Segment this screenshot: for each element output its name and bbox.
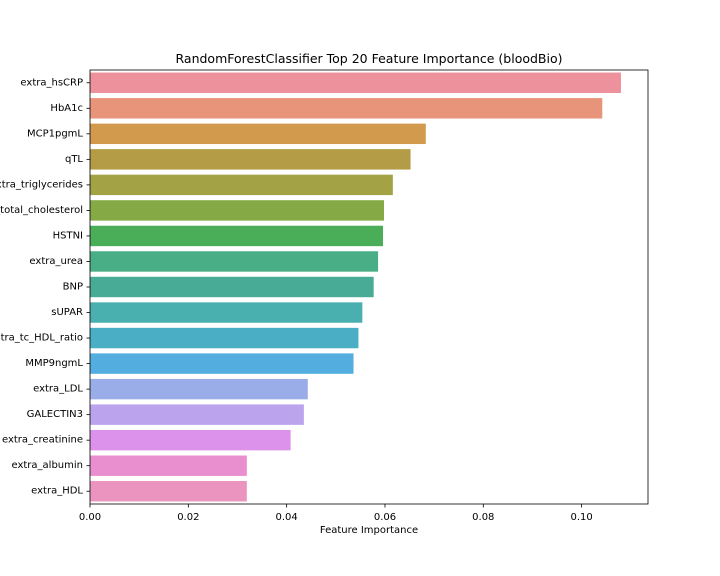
x-tick-label: 0.10 [570, 512, 592, 523]
bar-extra_HDL [90, 481, 247, 502]
bar-MCP1pgmL [90, 123, 426, 145]
x-axis-ticks: 0.00 0.02 0.04 0.06 0.08 0.10 [79, 504, 593, 523]
y-tick-label: MCP1pgmL [27, 128, 83, 139]
bar-extra_urea [90, 251, 379, 272]
y-tick-label: extra_total_cholesterol [0, 205, 83, 216]
x-tick-label: 0.08 [472, 512, 494, 523]
bar-MMP9ngmL [90, 353, 354, 374]
bars-group [90, 72, 621, 502]
bar-HbA1c [90, 98, 603, 119]
y-tick-label: extra_triglycerides [0, 179, 83, 190]
x-tick-label: 0.06 [374, 512, 396, 523]
bar-extra_hsCRP [90, 72, 621, 93]
bar-extra_LDL [90, 378, 308, 400]
bar-HSTNI [90, 225, 384, 247]
y-axis-ticks: extra_hsCRP HbA1c MCP1pgmL qTL extra_triglyc… [0, 77, 90, 497]
y-tick-label: sUPAR [51, 307, 83, 318]
y-tick-label: extra_HDL [31, 486, 83, 497]
y-tick-label: GALECTIN3 [27, 409, 83, 420]
y-tick-label: BNP [63, 282, 83, 293]
y-tick-label: qTL [65, 154, 83, 165]
bar-extra_triglycerides [90, 174, 393, 196]
y-tick-label: extra_LDL [33, 384, 83, 395]
y-tick-label: extra_tc_HDL_ratio [0, 333, 83, 344]
bar-qTL [90, 149, 411, 170]
y-tick-label: extra_urea [29, 256, 83, 267]
y-tick-label: extra_creatinine [2, 435, 83, 446]
x-tick-label: 0.04 [276, 512, 298, 523]
plot-frame [89, 69, 649, 505]
y-tick-label: HbA1c [50, 103, 83, 114]
bar-extra_tc_HDL_ratio [90, 327, 359, 349]
bar-GALECTIN3 [90, 404, 304, 425]
x-axis-label: Feature Importance [320, 525, 418, 536]
bar-BNP [90, 276, 374, 298]
y-tick-label: extra_hsCRP [20, 77, 83, 88]
y-tick-label: extra_albumin [11, 460, 83, 471]
chart-title: RandomForestClassifier Top 20 Feature Im… [176, 51, 563, 66]
x-tick-label: 0.00 [79, 512, 101, 523]
bar-sUPAR [90, 302, 363, 323]
y-tick-label: MMP9ngmL [25, 358, 83, 369]
y-tick-label: HSTNI [53, 230, 83, 241]
bar-extra_total_cholesterol [90, 200, 384, 221]
x-tick-label: 0.02 [177, 512, 199, 523]
bar-extra_creatinine [90, 429, 291, 451]
bar-extra_albumin [90, 455, 247, 476]
